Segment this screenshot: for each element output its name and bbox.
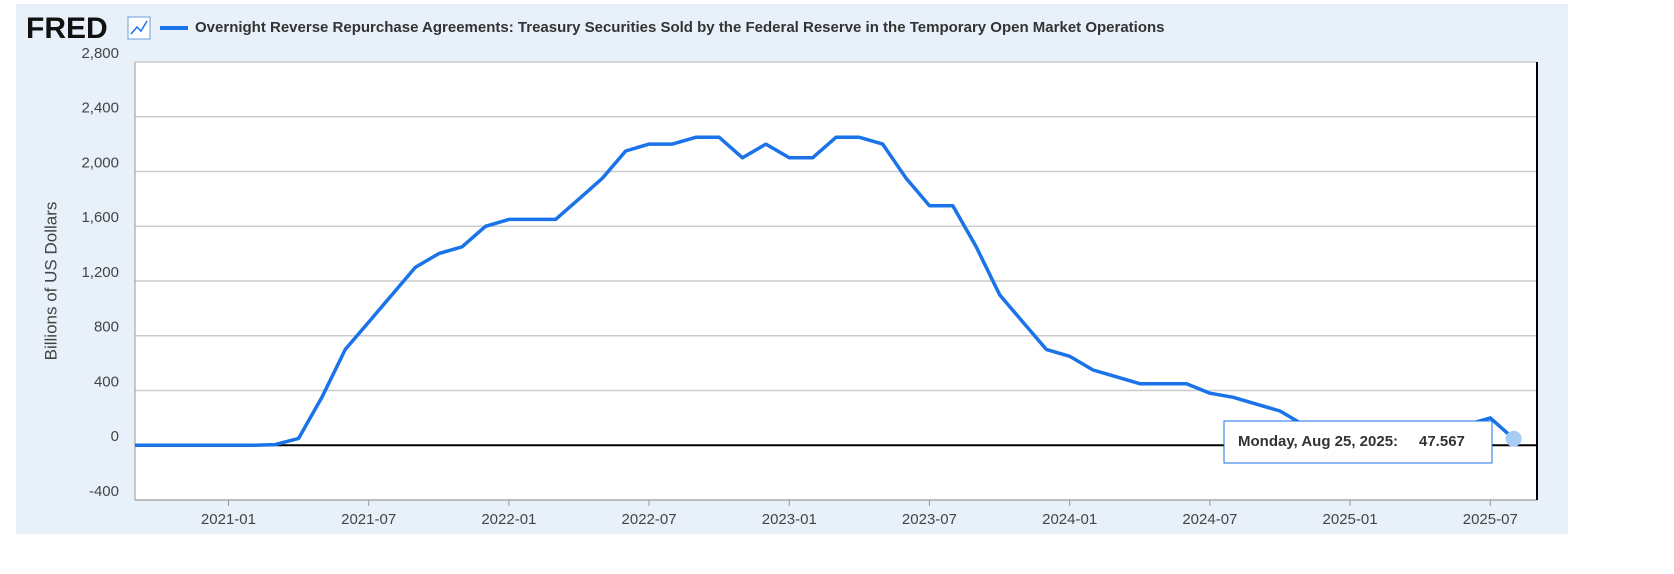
x-tick-label: 2024-01 [1042,511,1097,528]
x-tick-label: 2022-07 [622,511,677,528]
y-axis-label: Billions of US Dollars [41,202,60,361]
grid: -400 0 400 800 1,200 1,600 2,000 2,400 2,800 2021… [81,45,1538,528]
data-line [135,135,1515,448]
x-tick-label: 2022-01 [481,511,536,528]
x-tick-label: 2021-07 [341,511,396,528]
legend-label: Overnight Reverse Repurchase Agreements:… [195,19,1165,36]
x-tick-label: 2024-07 [1182,511,1237,528]
x-tick-label: 2023-01 [762,511,817,528]
tooltip: Monday, Aug 25, 2025: 47.567 [1223,420,1493,464]
plot [135,135,1522,448]
y-tick-label: -400 [89,483,119,500]
y-tick-label: 800 [94,319,119,336]
x-tick-label: 2025-01 [1323,511,1378,528]
tooltip-date: Monday, Aug 25, 2025: [1238,433,1398,450]
y-tick-label: 400 [94,373,119,390]
y-tick-label: 2,800 [81,45,119,62]
x-tick-label: 2023-07 [902,511,957,528]
logo: FRED [26,12,108,45]
tooltip-value: 47.567 [1419,433,1465,450]
y-tick-label: 0 [111,428,119,445]
y-tick-label: 2,000 [81,154,119,171]
hover-point [1505,430,1522,447]
x-tick-label: 2025-07 [1463,511,1518,528]
y-tick-label: 2,400 [81,100,119,117]
tooltip-box [1223,420,1493,464]
y-tick-label: 1,200 [81,264,119,281]
y-tick-label: 1,600 [81,209,119,226]
logo-icon-line [130,20,148,35]
x-tick-label: 2021-01 [201,511,256,528]
